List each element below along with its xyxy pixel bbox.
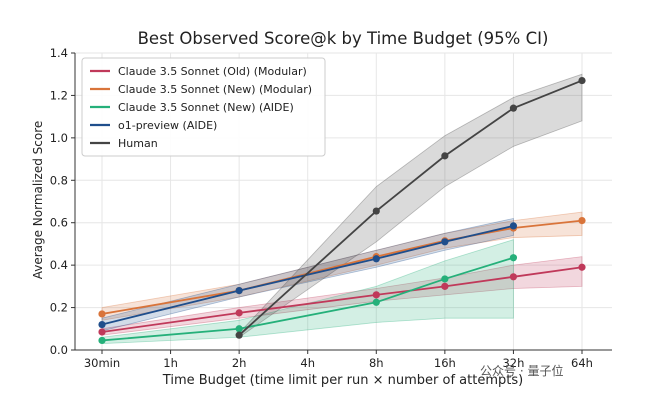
y-tick-label: 1.0 bbox=[50, 131, 68, 145]
data-point bbox=[441, 152, 449, 160]
x-tick-label: 4h bbox=[300, 356, 315, 370]
x-tick-label: 1h bbox=[163, 356, 178, 370]
x-tick-label: 64h bbox=[571, 356, 593, 370]
data-point bbox=[509, 254, 518, 262]
x-tick-label: 30min bbox=[84, 356, 120, 370]
watermark: 公众号 · 量子位 bbox=[480, 364, 564, 378]
data-point bbox=[372, 255, 380, 263]
legend-label: o1-preview (AIDE) bbox=[118, 119, 217, 132]
data-point bbox=[441, 238, 449, 246]
x-tick-label: 32h bbox=[502, 356, 524, 370]
x-axis-label: Time Budget (time limit per run × number… bbox=[162, 373, 523, 388]
y-axis-label: Average Normalized Score bbox=[31, 121, 45, 280]
data-point bbox=[441, 282, 449, 290]
gridlines bbox=[75, 52, 612, 351]
data-point bbox=[235, 287, 243, 295]
y-tick-label: 0.4 bbox=[50, 258, 68, 272]
x-tick-label: 16h bbox=[434, 356, 456, 370]
data-point bbox=[98, 320, 106, 329]
data-point bbox=[235, 309, 243, 317]
data-point bbox=[372, 291, 380, 299]
x-tick-label: 8h bbox=[369, 356, 384, 370]
data-point bbox=[235, 325, 243, 333]
data-point bbox=[235, 331, 243, 339]
data-point bbox=[98, 336, 106, 345]
data-point bbox=[98, 328, 106, 336]
data-point bbox=[372, 207, 380, 215]
data-point bbox=[509, 104, 518, 112]
series-lines bbox=[98, 76, 586, 345]
series-line bbox=[101, 219, 583, 315]
legend-label: Claude 3.5 Sonnet (Old) (Modular) bbox=[118, 65, 307, 78]
legend-box bbox=[81, 57, 326, 157]
legend: Claude 3.5 Sonnet (Old) (Modular) Claude … bbox=[81, 57, 326, 157]
x-tick-label: 2h bbox=[232, 356, 247, 370]
legend-label: Claude 3.5 Sonnet (New) (Modular) bbox=[118, 83, 312, 96]
chart-title: Best Observed Score@k by Time Budget (95… bbox=[138, 29, 549, 48]
data-point bbox=[98, 310, 106, 318]
y-tick-label: 0.8 bbox=[50, 173, 68, 187]
axes: 30min 1h 2h 4h 8h 16h 32h 64h 0.0 0.2 0.4 0.6 0.8 1.0… bbox=[50, 46, 612, 370]
data-point bbox=[578, 76, 586, 85]
data-point bbox=[509, 222, 518, 230]
data-point bbox=[509, 273, 518, 281]
data-point bbox=[441, 275, 449, 283]
y-tick-label: 0.0 bbox=[50, 343, 68, 357]
legend-label: Claude 3.5 Sonnet (New) (AIDE) bbox=[118, 101, 294, 114]
data-point bbox=[372, 298, 380, 306]
legend-label: Human bbox=[118, 137, 158, 150]
data-point bbox=[578, 216, 586, 225]
y-tick-label: 0.2 bbox=[50, 301, 68, 315]
y-tick-label: 0.6 bbox=[50, 216, 68, 230]
y-tick-label: 1.4 bbox=[50, 46, 68, 60]
data-point bbox=[578, 263, 586, 271]
y-tick-label: 1.2 bbox=[50, 88, 68, 102]
ci-band bbox=[101, 239, 514, 345]
